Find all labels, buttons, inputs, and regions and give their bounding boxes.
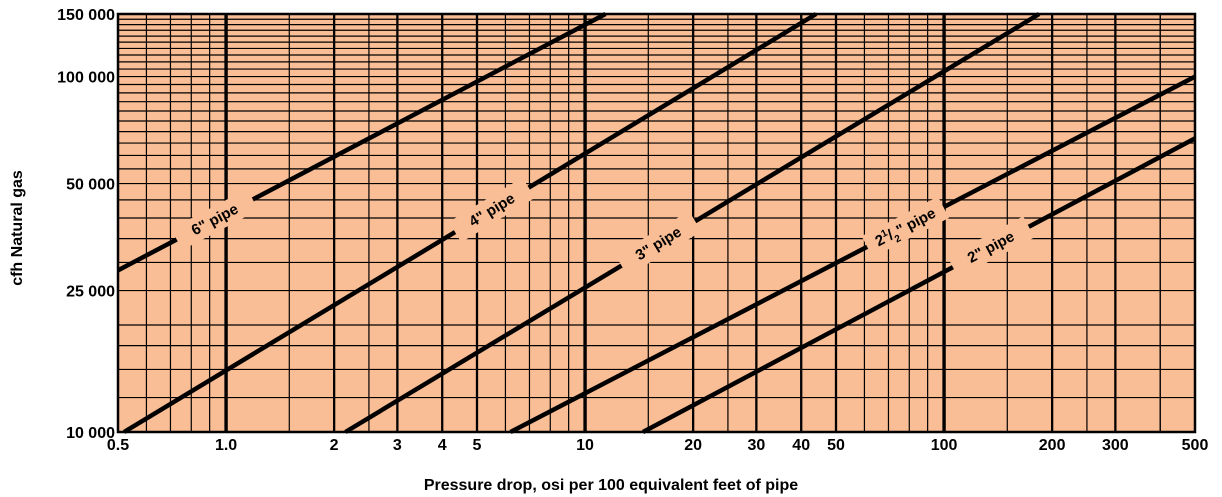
x-tick-label: 1.0 <box>215 437 237 454</box>
x-tick-label: 500 <box>1182 437 1209 454</box>
x-tick-label: 4 <box>438 437 447 454</box>
x-tick-label: 300 <box>1102 437 1129 454</box>
y-tick-label: 100 000 <box>57 70 115 87</box>
x-tick-label: 10 <box>576 437 594 454</box>
pipe-label-part: 1 <box>879 228 889 241</box>
x-tick-label: 200 <box>1039 437 1066 454</box>
y-axis-label: cfh Natural gas <box>9 170 26 286</box>
x-axis-label: Pressure drop, osi per 100 equivalent fe… <box>424 477 798 494</box>
y-tick-label: 25 000 <box>66 284 115 301</box>
series-line <box>509 74 1197 434</box>
x-tick-label: 50 <box>827 437 845 454</box>
pipe-label-box <box>615 210 702 276</box>
series-line <box>641 136 1197 434</box>
y-tick-labels: 10 000 25 000 50 000 100 000 150 000 <box>57 7 115 442</box>
x-tick-label: 40 <box>792 437 810 454</box>
pipe-label-box <box>448 177 535 243</box>
x-tick-label: 0.5 <box>107 437 129 454</box>
pipe-label-part: 2 <box>893 233 903 246</box>
pipe-label-box <box>861 196 950 258</box>
x-tick-label: 30 <box>747 437 765 454</box>
y-tick-label: 10 000 <box>66 425 115 442</box>
x-tick-label: 2 <box>330 437 339 454</box>
pipe-label-box <box>947 216 1035 278</box>
y-tick-label: 150 000 <box>57 7 115 24</box>
x-tick-label: 20 <box>684 437 702 454</box>
y-tick-label: 50 000 <box>66 177 115 194</box>
pipe-label-box <box>171 188 259 251</box>
plot-frame <box>116 12 1197 434</box>
x-tick-labels: 0.5 1.0 2 3 4 5 10 20 30 40 50 100 200 300 500 <box>107 437 1209 454</box>
x-tick-label: 100 <box>931 437 958 454</box>
x-tick-label: 5 <box>473 437 482 454</box>
x-tick-label: 3 <box>393 437 402 454</box>
